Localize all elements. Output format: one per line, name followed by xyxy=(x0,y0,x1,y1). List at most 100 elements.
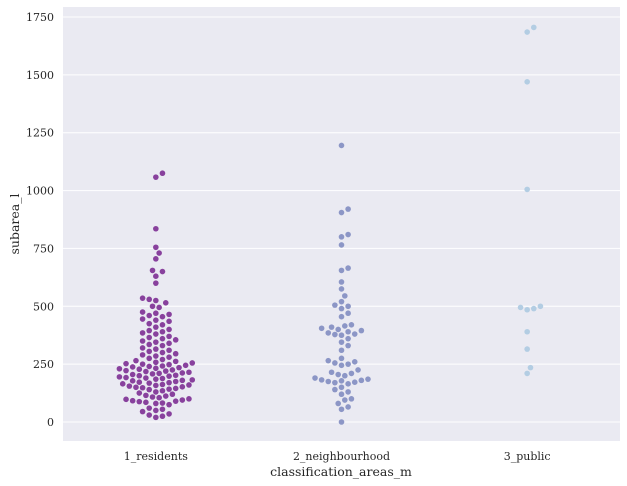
data-point-2_neighbourhood xyxy=(358,327,365,334)
data-point-1_residents xyxy=(153,414,159,421)
data-point-2_neighbourhood xyxy=(338,286,345,292)
data-point-1_residents xyxy=(146,363,153,370)
data-point-1_residents xyxy=(153,382,159,389)
data-point-1_residents xyxy=(166,340,172,347)
data-point-1_residents xyxy=(189,377,196,383)
data-point-2_neighbourhood xyxy=(351,359,358,365)
data-point-3_public xyxy=(524,306,530,313)
data-point-1_residents xyxy=(186,382,192,388)
data-point-2_neighbourhood xyxy=(338,267,345,274)
data-point-1_residents xyxy=(166,386,172,392)
data-point-1_residents xyxy=(169,367,176,373)
data-point-1_residents xyxy=(166,326,172,333)
data-point-1_residents xyxy=(133,384,139,391)
data-point-2_neighbourhood xyxy=(338,362,345,369)
data-point-1_residents xyxy=(186,396,192,402)
y-tick-label: 1000 xyxy=(26,185,54,198)
data-point-2_neighbourhood xyxy=(365,376,371,382)
data-point-2_neighbourhood xyxy=(338,209,345,216)
data-point-1_residents xyxy=(146,386,153,393)
data-point-1_residents xyxy=(159,170,166,177)
data-point-2_neighbourhood xyxy=(338,347,345,354)
data-point-1_residents xyxy=(139,295,146,301)
data-point-1_residents xyxy=(123,360,129,367)
data-point-1_residents xyxy=(172,378,179,385)
data-point-2_neighbourhood xyxy=(345,310,351,317)
data-point-1_residents xyxy=(172,337,179,343)
y-tick-labels: 0 250 500 750 1000 1250 1500 1750 xyxy=(26,11,54,429)
data-point-1_residents xyxy=(149,267,156,274)
data-point-1_residents xyxy=(153,324,159,330)
data-point-1_residents xyxy=(153,225,159,232)
data-point-1_residents xyxy=(159,313,166,320)
data-point-2_neighbourhood xyxy=(318,325,325,332)
data-point-1_residents xyxy=(146,355,153,362)
data-point-1_residents xyxy=(143,399,149,406)
x-tick-label: 2_neighbourhood xyxy=(293,450,390,463)
data-point-2_neighbourhood xyxy=(345,404,351,410)
data-point-1_residents xyxy=(146,327,153,334)
data-point-2_neighbourhood xyxy=(338,406,345,413)
data-point-2_neighbourhood xyxy=(358,377,365,384)
data-point-1_residents xyxy=(172,398,179,404)
data-point-1_residents xyxy=(159,335,166,342)
data-point-2_neighbourhood xyxy=(355,367,361,373)
data-point-1_residents xyxy=(169,391,176,398)
y-tick-label: 1500 xyxy=(26,69,54,82)
data-point-2_neighbourhood xyxy=(312,375,318,381)
data-point-1_residents xyxy=(129,378,136,384)
data-point-2_neighbourhood xyxy=(332,379,338,386)
data-point-2_neighbourhood xyxy=(338,384,345,391)
data-point-1_residents xyxy=(146,341,153,348)
data-point-1_residents xyxy=(172,372,179,379)
data-point-1_residents xyxy=(129,397,136,404)
y-tick-label: 1750 xyxy=(26,11,54,24)
data-point-1_residents xyxy=(153,346,159,352)
data-point-1_residents xyxy=(166,361,172,368)
data-point-1_residents xyxy=(146,312,153,319)
data-point-1_residents xyxy=(159,381,166,388)
data-point-1_residents xyxy=(166,318,172,325)
data-point-1_residents xyxy=(159,413,166,420)
data-point-2_neighbourhood xyxy=(338,142,345,149)
data-point-1_residents xyxy=(143,375,149,381)
data-point-2_neighbourhood xyxy=(335,400,341,407)
data-point-2_neighbourhood xyxy=(338,313,345,320)
data-point-2_neighbourhood xyxy=(345,265,351,271)
data-point-1_residents xyxy=(166,347,172,354)
data-point-1_residents xyxy=(153,244,159,251)
x-tick-label: 1_residents xyxy=(124,450,188,463)
data-point-2_neighbourhood xyxy=(338,419,345,425)
data-point-2_neighbourhood xyxy=(345,381,351,387)
data-point-3_public xyxy=(524,186,530,193)
data-point-3_public xyxy=(517,304,524,311)
data-point-2_neighbourhood xyxy=(348,396,355,402)
data-point-1_residents xyxy=(153,359,159,366)
data-point-1_residents xyxy=(153,317,159,323)
data-point-1_residents xyxy=(139,408,146,415)
data-point-1_residents xyxy=(136,390,143,396)
data-point-1_residents xyxy=(166,411,172,417)
data-point-1_residents xyxy=(116,374,123,380)
data-point-1_residents xyxy=(153,273,159,280)
data-point-1_residents xyxy=(166,373,172,379)
data-point-1_residents xyxy=(146,334,153,341)
data-point-1_residents xyxy=(153,407,159,414)
y-tick-label: 500 xyxy=(33,300,54,313)
data-point-2_neighbourhood xyxy=(351,379,358,385)
data-point-2_neighbourhood xyxy=(328,369,335,376)
data-point-1_residents xyxy=(119,381,126,387)
data-point-2_neighbourhood xyxy=(345,389,351,395)
data-point-3_public xyxy=(524,79,530,85)
data-point-2_neighbourhood xyxy=(325,357,332,364)
data-point-1_residents xyxy=(153,297,159,304)
data-point-2_neighbourhood xyxy=(345,342,351,349)
data-point-2_neighbourhood xyxy=(318,377,325,383)
data-point-1_residents xyxy=(146,405,153,411)
y-tick-label: 250 xyxy=(33,358,54,371)
data-point-1_residents xyxy=(162,393,169,399)
data-point-1_residents xyxy=(156,250,162,256)
y-tick-label: 1250 xyxy=(26,127,54,140)
data-point-1_residents xyxy=(159,400,166,406)
